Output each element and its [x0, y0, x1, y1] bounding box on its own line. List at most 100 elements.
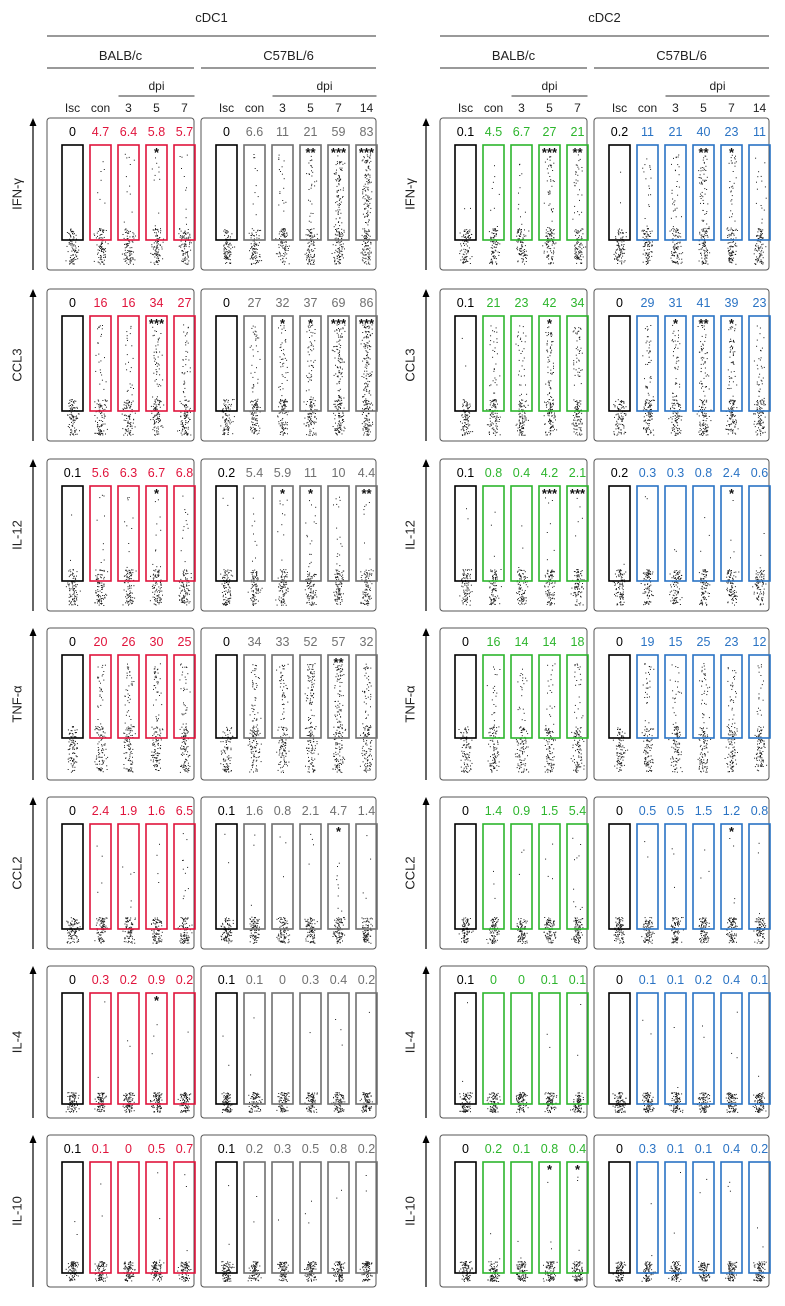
event-dot [178, 594, 180, 596]
event-dot [181, 372, 183, 373]
event-dot [189, 754, 191, 756]
event-dot [335, 179, 337, 181]
event-dot [105, 1265, 107, 1267]
event-dot [102, 727, 104, 729]
event-dot [157, 691, 159, 693]
event-dot [186, 371, 188, 373]
event-dot [281, 426, 283, 428]
event-dot [186, 1267, 188, 1269]
event-dot [122, 604, 124, 606]
event-dot [102, 1265, 103, 1267]
event-dot [128, 1277, 130, 1279]
event-dot [278, 251, 280, 253]
event-dot [96, 576, 98, 578]
event-dot [100, 770, 102, 772]
event-dot [156, 373, 158, 375]
event-dot [155, 590, 157, 591]
gate-rectangle [173, 1161, 196, 1274]
event-dot [160, 745, 162, 746]
event-dot [72, 1271, 74, 1273]
event-dot [130, 1264, 132, 1266]
event-dot [281, 328, 283, 330]
event-dot [253, 404, 255, 406]
event-dot [129, 1109, 131, 1111]
cell-type-title: cDC2 [588, 10, 621, 25]
event-dot [102, 261, 104, 263]
event-dot [227, 434, 229, 435]
event-dot [158, 1096, 160, 1098]
event-dot [308, 261, 310, 263]
event-dot [254, 334, 256, 336]
event-dot [184, 262, 186, 264]
event-dot [344, 162, 346, 164]
event-dot [182, 423, 183, 425]
event-dot [159, 244, 161, 246]
event-dot [152, 1262, 154, 1264]
event-dot [226, 419, 228, 421]
event-dot [155, 1093, 157, 1095]
event-dot [160, 1273, 161, 1275]
event-dot [316, 180, 318, 182]
event-dot [335, 237, 337, 239]
event-dot [74, 588, 75, 589]
event-dot [285, 257, 287, 259]
event-dot [159, 678, 161, 680]
event-dot [288, 263, 290, 265]
gate-percent-label: 4.7 [92, 125, 109, 139]
event-dot [103, 570, 105, 572]
event-dot [184, 257, 186, 259]
event-dot [102, 748, 104, 750]
event-dot [153, 1261, 155, 1263]
gate-percent-label: 27 [248, 296, 262, 310]
event-dot [186, 927, 188, 929]
event-dot [129, 935, 131, 937]
event-dot [125, 735, 127, 737]
event-dot [77, 251, 79, 253]
event-dot [159, 599, 161, 601]
event-dot [159, 590, 161, 592]
gate-rectangle [327, 144, 350, 241]
event-dot [309, 261, 311, 263]
event-dot [134, 917, 136, 919]
event-dot [132, 257, 134, 259]
event-dot [157, 734, 159, 736]
event-dot [153, 757, 155, 759]
event-dot [278, 401, 280, 403]
event-dot [311, 233, 313, 235]
event-dot [72, 1094, 74, 1096]
event-dot [71, 408, 73, 410]
event-dot [155, 919, 157, 921]
event-dot [133, 939, 135, 941]
event-dot [157, 413, 159, 415]
event-dot [99, 753, 101, 755]
event-dot [154, 430, 156, 432]
event-dot [187, 769, 189, 771]
event-dot [69, 732, 70, 734]
event-dot [223, 230, 225, 232]
event-dot [130, 1271, 132, 1273]
event-dot [129, 1274, 131, 1276]
event-dot [128, 749, 130, 750]
event-dot [252, 422, 254, 424]
event-dot [103, 559, 105, 561]
event-dot [342, 246, 344, 248]
event-dot [127, 399, 129, 401]
event-dot [255, 402, 257, 404]
event-dot [159, 920, 161, 922]
event-dot [154, 668, 156, 670]
event-dot [153, 1111, 155, 1112]
event-dot [283, 429, 285, 431]
event-dot [160, 1094, 162, 1096]
event-dot [130, 386, 132, 388]
gate-rectangle [117, 823, 140, 930]
event-dot [73, 407, 75, 408]
event-dot [159, 937, 161, 939]
event-dot [341, 236, 343, 238]
event-dot [223, 433, 225, 434]
event-dot [188, 1106, 190, 1108]
event-dot [153, 932, 155, 934]
event-dot [126, 231, 128, 233]
event-dot [130, 1262, 132, 1264]
event-dot [183, 235, 185, 237]
event-dot [96, 602, 98, 604]
